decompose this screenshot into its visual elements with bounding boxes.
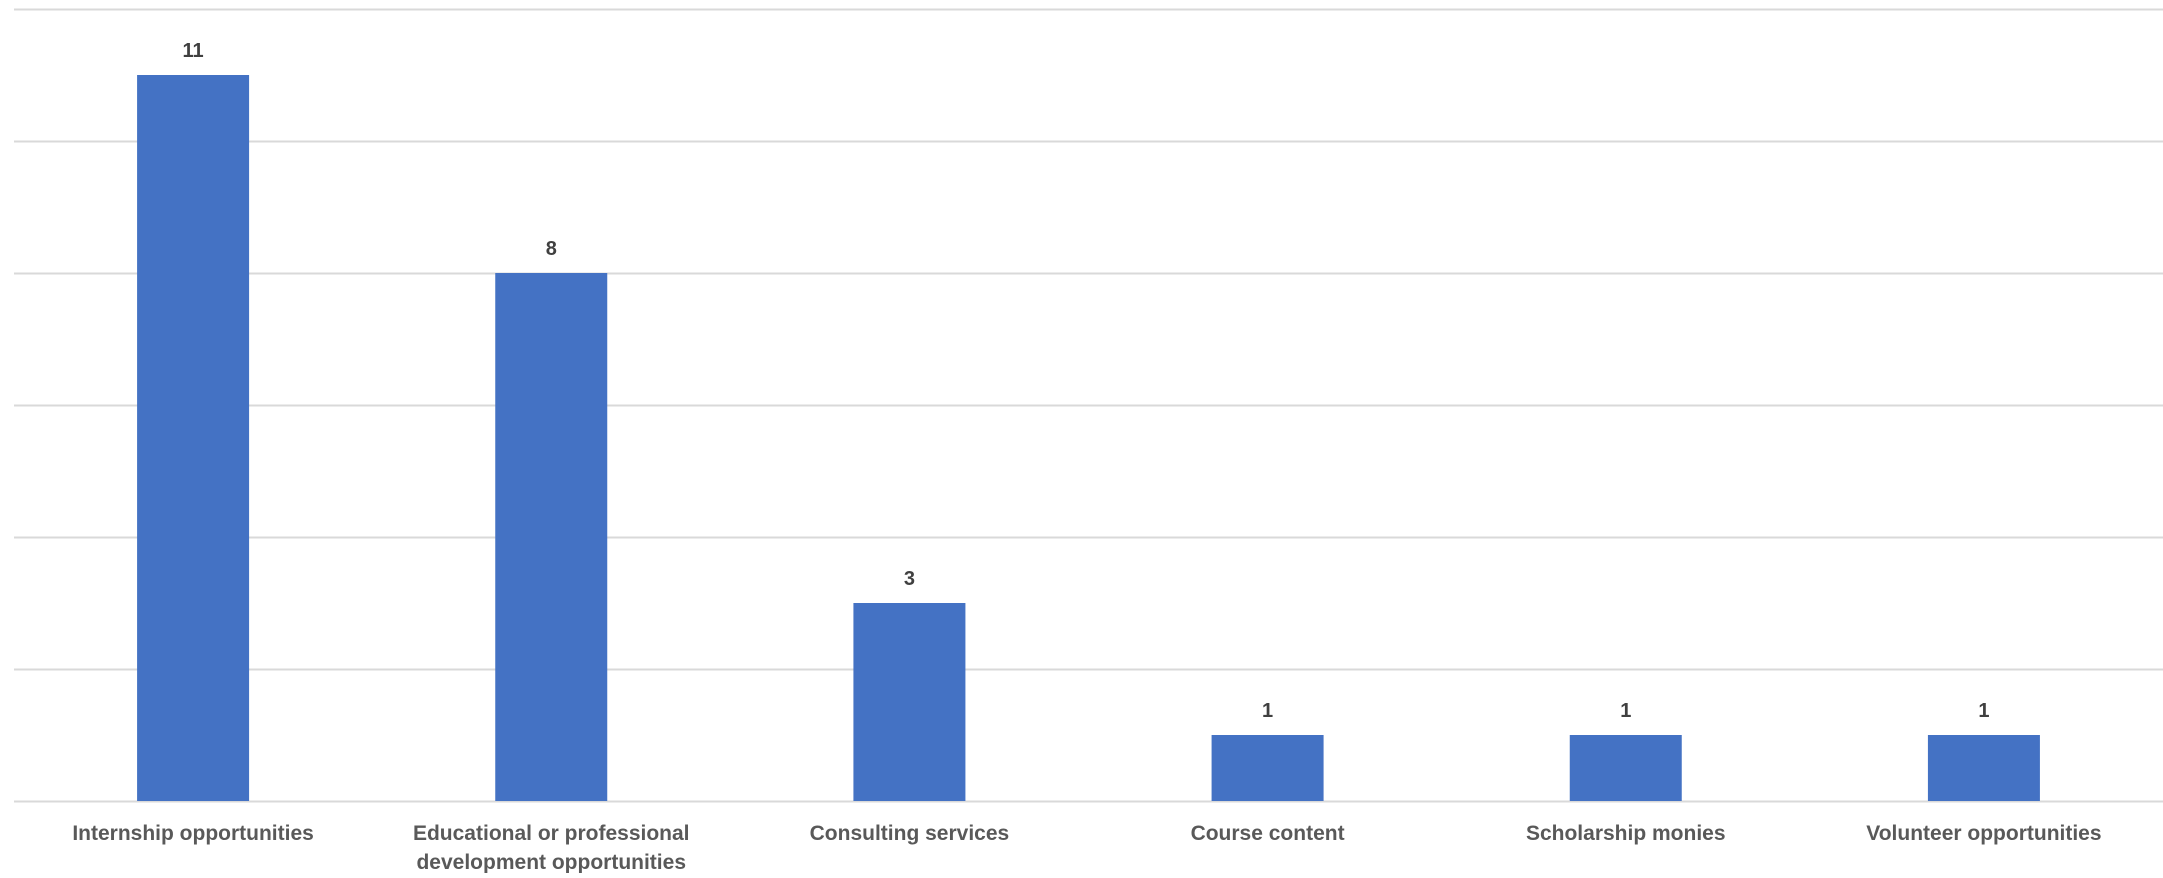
category-label: Internship opportunities xyxy=(72,822,314,845)
category-label: Scholarship monies xyxy=(1526,822,1726,845)
data-label: 1 xyxy=(1978,700,1989,722)
category-label: Educational or professional development o… xyxy=(413,822,690,873)
category-label: Consulting services xyxy=(810,822,1010,845)
category-label-line: Scholarship monies xyxy=(1526,822,1726,845)
data-label: 3 xyxy=(904,568,915,590)
data-label: 1 xyxy=(1620,700,1631,722)
category-label: Volunteer opportunities xyxy=(1866,822,2101,845)
bar xyxy=(853,603,966,801)
category-labels: Internship opportunities Educational or p… xyxy=(72,822,2101,874)
category-label-line: Course content xyxy=(1191,822,1345,845)
category-label-line: Educational or professional xyxy=(413,822,690,845)
bar xyxy=(1569,735,1682,801)
category-label-line: Internship opportunities xyxy=(72,822,314,845)
category-label: Course content xyxy=(1191,822,1345,845)
data-label: 8 xyxy=(546,238,557,260)
data-label: 11 xyxy=(183,40,204,62)
bar xyxy=(1211,735,1324,801)
bar xyxy=(495,273,608,801)
bar xyxy=(137,75,250,801)
gridlines xyxy=(14,8,2163,803)
bar xyxy=(1927,735,2040,801)
data-label: 1 xyxy=(1262,700,1273,722)
category-label-line: development opportunities xyxy=(416,851,686,873)
category-label-line: Consulting services xyxy=(810,822,1010,845)
bars xyxy=(137,75,2040,801)
category-label-line: Volunteer opportunities xyxy=(1866,822,2101,845)
